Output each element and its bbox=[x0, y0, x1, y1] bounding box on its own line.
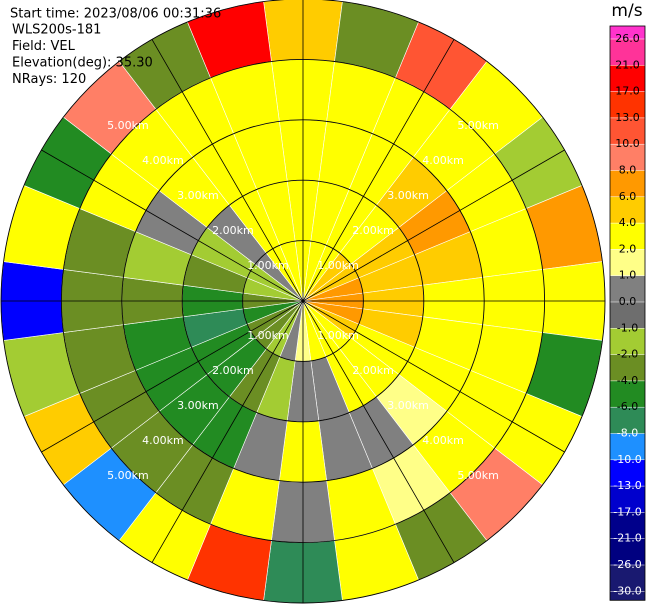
ring-label: 1.00km bbox=[317, 329, 359, 342]
ring-label: 3.00km bbox=[387, 189, 429, 202]
colorbar-label: -1.0 bbox=[617, 321, 638, 334]
range-ring bbox=[242, 240, 364, 362]
colorbar: m/s 26.0 21.0 17.0 13.0 10.0 8.0 6.0 4.0 2.0 1.0 0.… bbox=[609, 1, 646, 601]
ring-label: 4.00km bbox=[142, 154, 184, 167]
colorbar-label: 6.0 bbox=[619, 190, 637, 203]
ring-label: 5.00km bbox=[107, 469, 149, 482]
colorbar-swatch bbox=[610, 433, 645, 460]
range-ring bbox=[60, 58, 546, 544]
colorbar-frame bbox=[609, 25, 646, 601]
colorbar-swatch bbox=[610, 354, 645, 381]
ring-label: 1.00km bbox=[317, 259, 359, 272]
colorbar-swatch bbox=[610, 65, 645, 92]
colorbar-swatch bbox=[610, 591, 645, 601]
grid-overlay: 1.00km 1.00km 1.00km 1.00km 2.00km 2.00km 2.00… bbox=[0, 0, 606, 604]
ring-label: 4.00km bbox=[422, 434, 464, 447]
ring-label: 3.00km bbox=[177, 399, 219, 412]
spoke bbox=[151, 39, 455, 563]
start-time: Start time: 2023/08/06 00:31:36 bbox=[10, 7, 221, 22]
colorbar-swatch bbox=[610, 249, 645, 276]
info-line: Elevation(deg): 35.30 bbox=[12, 56, 153, 71]
colorbar-label: -10.0 bbox=[613, 453, 641, 466]
colorbar-label: -17.0 bbox=[613, 505, 641, 518]
ring-label: 2.00km bbox=[212, 224, 254, 237]
colorbar-swatch bbox=[610, 538, 645, 565]
info-line: Field: VEL bbox=[12, 39, 76, 54]
colorbar-swatch bbox=[610, 459, 645, 487]
colorbar-swatch bbox=[610, 196, 645, 224]
ring-label: 3.00km bbox=[387, 399, 429, 412]
ring-label: 1.00km bbox=[247, 259, 289, 272]
colorbar-swatch bbox=[610, 91, 645, 118]
colorbar-label: 10.0 bbox=[615, 137, 640, 150]
colorbar-label: 21.0 bbox=[615, 58, 640, 71]
colorbar-label: -6.0 bbox=[617, 400, 638, 413]
ring-label: 2.00km bbox=[352, 364, 394, 377]
colorbar-label: 4.0 bbox=[619, 216, 637, 229]
colorbar-swatch bbox=[610, 39, 645, 66]
ring-label: 2.00km bbox=[352, 224, 394, 237]
colorbar-swatch bbox=[610, 302, 645, 329]
colorbar-label: 8.0 bbox=[619, 164, 637, 177]
colorbar-swatch bbox=[610, 144, 645, 171]
range-ring bbox=[181, 179, 425, 423]
range-ring bbox=[0, 0, 606, 604]
colorbar-unit: m/s bbox=[611, 1, 642, 21]
ring-label: 5.00km bbox=[457, 469, 499, 482]
info-line: NRays: 120 bbox=[12, 72, 86, 87]
colorbar-label: 13.0 bbox=[615, 111, 640, 124]
colorbar-swatch bbox=[610, 275, 645, 302]
colorbar-swatch bbox=[610, 512, 645, 539]
ring-label: 2.00km bbox=[212, 364, 254, 377]
colorbar-label: -2.0 bbox=[617, 348, 638, 361]
colorbar-label: -4.0 bbox=[617, 374, 638, 387]
colorbar-label: 2.0 bbox=[619, 242, 637, 255]
ring-label: 3.00km bbox=[177, 189, 219, 202]
colorbar-swatch bbox=[610, 117, 645, 145]
colorbar-label: -21.0 bbox=[613, 532, 641, 545]
colorbar-swatch bbox=[610, 407, 645, 434]
colorbar-swatch bbox=[610, 170, 645, 197]
info-line: WLS200s-181 bbox=[12, 23, 101, 38]
colorbar-swatch bbox=[610, 26, 645, 39]
colorbar-swatch bbox=[610, 223, 645, 250]
colorbar-swatch bbox=[610, 380, 645, 408]
colorbar-label: -8.0 bbox=[617, 427, 638, 440]
colorbar-label: 26.0 bbox=[615, 32, 640, 45]
colorbar-label: 1.0 bbox=[619, 269, 637, 282]
colorbar-label: 0.0 bbox=[619, 295, 637, 308]
ring-label: 5.00km bbox=[107, 119, 149, 132]
colorbar-swatch bbox=[610, 565, 645, 592]
range-ring bbox=[121, 119, 485, 483]
ring-label: 4.00km bbox=[142, 434, 184, 447]
colorbar-label: -30.0 bbox=[613, 584, 641, 597]
colorbar-swatch bbox=[610, 328, 645, 355]
colorbar-label: 17.0 bbox=[615, 85, 640, 98]
colorbar-label: -13.0 bbox=[613, 479, 641, 492]
colorbar-swatch bbox=[610, 486, 645, 513]
ring-label: 4.00km bbox=[422, 154, 464, 167]
ring-label: 1.00km bbox=[247, 329, 289, 342]
ring-label: 5.00km bbox=[457, 119, 499, 132]
colorbar-label: -26.0 bbox=[613, 558, 641, 571]
